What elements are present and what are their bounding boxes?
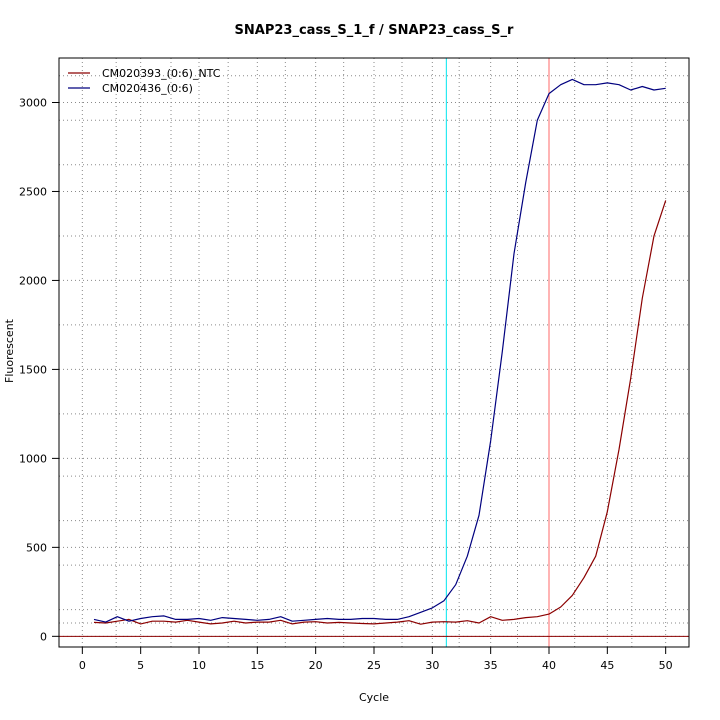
x-tick-label: 45 <box>600 659 614 672</box>
series-line-1 <box>93 200 667 625</box>
x-tick-label: 30 <box>425 659 439 672</box>
y-tick-label: 2000 <box>19 274 47 287</box>
x-tick-label: 5 <box>137 659 144 672</box>
y-axis-label: Fluorescent <box>3 318 16 383</box>
y-axis: 0 500 1000 1500 2000 2500 3000 <box>19 96 59 643</box>
x-tick-label: 50 <box>659 659 673 672</box>
x-tick-label: 10 <box>192 659 206 672</box>
x-tick-label: 40 <box>542 659 556 672</box>
x-axis-label: Cycle <box>359 691 389 704</box>
x-axis: 0 5 10 15 20 25 30 35 40 45 50 <box>79 647 673 672</box>
legend: CM020393_(0:6)_NTC CM020436_(0:6) <box>68 67 221 95</box>
y-tick-label: 2500 <box>19 185 47 198</box>
x-tick-label: 0 <box>79 659 86 672</box>
y-tick-label: 3000 <box>19 96 47 109</box>
legend-label: CM020393_(0:6)_NTC <box>102 67 221 80</box>
legend-label: CM020436_(0:6) <box>102 82 193 95</box>
x-tick-label: 20 <box>309 659 323 672</box>
x-tick-label: 25 <box>367 659 381 672</box>
y-tick-label: 1500 <box>19 363 47 376</box>
grid-lines <box>59 58 689 647</box>
y-tick-label: 1000 <box>19 452 47 465</box>
y-tick-label: 500 <box>26 541 47 554</box>
series-line-2 <box>93 78 666 623</box>
series-lines <box>93 78 667 625</box>
chart-title: SNAP23_cass_S_1_f / SNAP23_cass_S_r <box>235 23 514 38</box>
y-tick-label: 0 <box>40 630 47 643</box>
marker-lines <box>59 58 689 647</box>
x-tick-label: 35 <box>484 659 498 672</box>
x-tick-label: 15 <box>250 659 264 672</box>
